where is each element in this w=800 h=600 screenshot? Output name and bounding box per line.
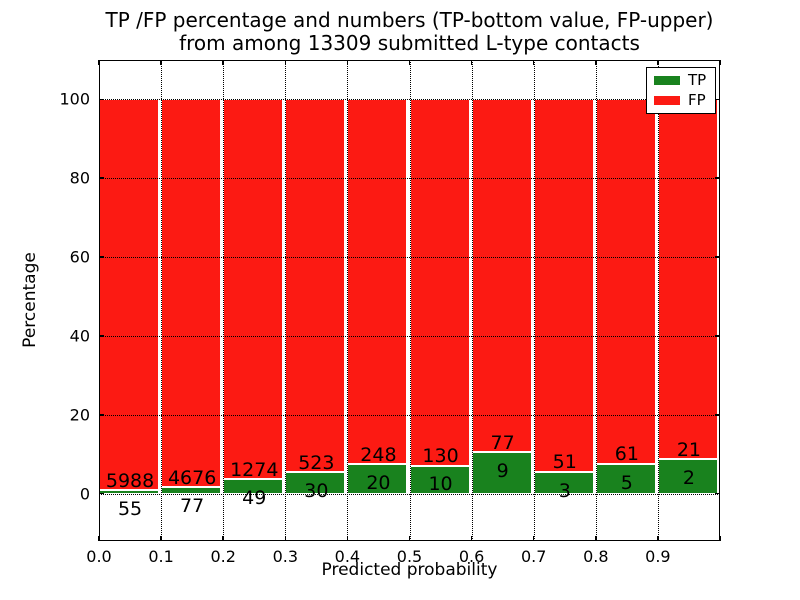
bar-tp-segment: [657, 459, 718, 494]
bar-tp-segment: [347, 464, 408, 494]
y-tick-mark: [99, 256, 104, 258]
x-tick-label: 0.0: [86, 547, 112, 566]
chart-title: TP /FP percentage and numbers (TP-bottom…: [99, 9, 720, 55]
bar-tp-segment: [595, 463, 656, 494]
x-tick-mark: [470, 60, 473, 65]
bar-fp-segment: [161, 99, 222, 488]
x-tick-mark: [98, 536, 100, 541]
x-tick-mark: [595, 536, 597, 541]
y-tick-mark: [715, 335, 720, 337]
x-tick-mark: [222, 536, 224, 541]
legend-label-fp: FP: [688, 91, 706, 109]
y-tick-mark: [99, 177, 104, 180]
y-tick-label: 100: [59, 89, 90, 109]
x-tick-mark: [532, 60, 535, 65]
y-tick-mark: [99, 414, 104, 416]
x-tick-mark: [346, 60, 349, 65]
y-tick-label: 80: [69, 168, 90, 188]
bar-fp-segment: [657, 99, 718, 460]
x-tick-mark: [595, 60, 597, 65]
y-axis-label: Percentage: [20, 252, 40, 348]
x-tick-mark: [160, 60, 162, 65]
y-tick-mark: [715, 492, 720, 495]
x-tick-label: 0.1: [148, 547, 174, 566]
x-tick-mark: [532, 536, 535, 541]
legend-item-tp: TP: [647, 73, 715, 88]
y-tick-mark: [715, 177, 720, 180]
x-tick-mark: [719, 60, 721, 65]
x-tick-mark: [284, 60, 287, 65]
bar-tp-segment: [409, 465, 470, 494]
x-tick-label: 0.5: [396, 547, 423, 566]
x-tick-label: 0.2: [210, 547, 236, 566]
fp-count-label: 5988: [105, 469, 155, 492]
fp-count-label: 61: [614, 443, 639, 466]
y-tick-mark: [99, 98, 104, 101]
x-axis-label: Predicted probability: [321, 560, 498, 580]
bar-fp-segment: [595, 99, 656, 464]
y-tick-label: 20: [69, 405, 90, 425]
tp-count-label: 5: [620, 471, 633, 494]
tp-count-label: 9: [496, 460, 509, 483]
x-tick-mark: [657, 536, 659, 541]
x-tick-label: 0.4: [334, 547, 361, 566]
y-tick-mark: [715, 256, 720, 258]
bar-fp-segment: [223, 99, 284, 480]
chart-title-line1: TP /FP percentage and numbers (TP-bottom…: [105, 8, 714, 32]
tp-count-label: 20: [366, 472, 391, 495]
plot-area: TP FP 5988 55 4676 77 1274 49 523 30 248 20 130 10 7…: [59, 60, 721, 566]
legend-swatch-fp: [654, 96, 680, 105]
x-tick-mark: [98, 60, 100, 65]
x-tick-label: 0.8: [583, 547, 609, 566]
tp-count-label: 10: [428, 473, 453, 496]
fp-count-label: 4676: [167, 466, 217, 489]
y-tick-label: 0: [79, 484, 90, 504]
x-tick-label: 0.3: [272, 547, 299, 566]
tp-count-label: 55: [117, 498, 143, 521]
bar-fp-segment: [471, 99, 532, 453]
legend: TP FP: [646, 67, 716, 114]
tp-count-label: 2: [682, 467, 695, 490]
x-tick-mark: [470, 536, 473, 541]
tp-count-label: 77: [180, 495, 205, 518]
fp-count-label: 1274: [230, 458, 279, 481]
legend-swatch-tp: [654, 76, 680, 85]
legend-item-fp: FP: [647, 93, 715, 108]
fp-count-label: 130: [422, 445, 459, 468]
fp-count-label: 248: [360, 443, 397, 466]
x-tick-mark: [719, 536, 721, 541]
x-tick-mark: [346, 536, 349, 541]
bar-fp-segment: [99, 99, 160, 491]
x-tick-label: 0.7: [520, 547, 547, 566]
y-tick-mark: [99, 492, 104, 495]
x-tick-mark: [408, 536, 411, 541]
y-tick-label: 40: [69, 326, 90, 346]
bar-fp-segment: [347, 99, 408, 465]
tp-count-label: 30: [304, 480, 329, 503]
tp-count-label: 49: [242, 487, 267, 510]
x-tick-mark: [408, 60, 411, 65]
tp-count-label: 3: [558, 479, 571, 502]
y-tick-label: 60: [69, 247, 90, 267]
x-tick-mark: [160, 536, 162, 541]
bar-fp-segment: [409, 99, 470, 466]
y-tick-mark: [99, 335, 104, 337]
fp-count-label: 51: [552, 451, 577, 474]
x-tick-mark: [284, 536, 287, 541]
x-tick-mark: [222, 60, 224, 65]
y-tick-mark: [715, 414, 720, 416]
chart-title-line2: from among 13309 submitted L-type contac…: [179, 31, 640, 55]
fp-count-label: 21: [676, 438, 702, 461]
x-tick-mark: [657, 60, 659, 65]
fp-count-label: 77: [490, 431, 515, 454]
bar-fp-segment: [533, 99, 594, 472]
fp-count-label: 523: [298, 451, 335, 474]
legend-label-tp: TP: [688, 71, 707, 89]
bar-fp-segment: [285, 99, 346, 473]
x-tick-label: 0.6: [458, 547, 485, 566]
x-tick-label: 0.9: [645, 547, 671, 566]
